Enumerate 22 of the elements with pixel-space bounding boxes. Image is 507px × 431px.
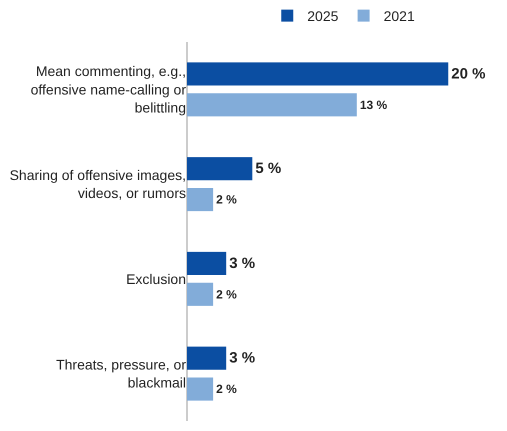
data-label: 2 % — [216, 192, 238, 207]
bar — [187, 282, 214, 306]
y-tick-label: Exclusion — [126, 270, 186, 287]
bar — [187, 252, 226, 276]
data-label: 2 % — [216, 382, 238, 396]
bar — [187, 188, 214, 212]
y-tick-label: Threats, pressure, or blackmail — [56, 356, 186, 391]
y-tick-label: Sharing of offensive images, videos, or rumors — [10, 166, 186, 202]
bar — [187, 93, 357, 116]
legend-label: 2021 — [384, 8, 415, 24]
bar — [187, 62, 448, 86]
data-label: 13 % — [360, 98, 388, 112]
data-label: 20 % — [451, 65, 486, 82]
y-tick-label: Mean commenting, e.g., offensive name-calling or belittling — [30, 63, 186, 116]
bar — [187, 157, 252, 180]
legend-label: 2025 — [307, 8, 339, 24]
data-label: 3 % — [229, 254, 256, 272]
bar — [187, 377, 214, 401]
data-label: 3 % — [229, 350, 256, 367]
data-label: 5 % — [255, 160, 282, 178]
bar — [187, 346, 226, 370]
data-label: 2 % — [216, 287, 238, 302]
